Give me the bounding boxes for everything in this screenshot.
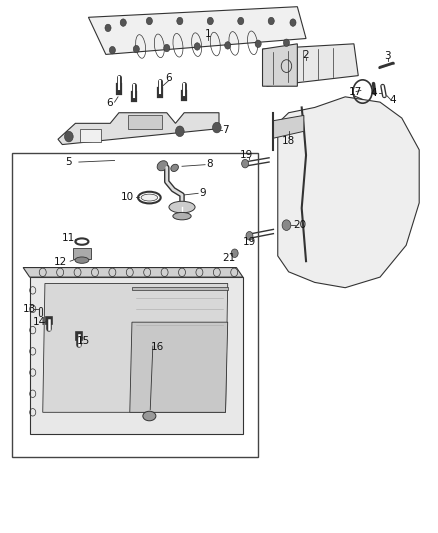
Ellipse shape [171,164,178,172]
Text: 20: 20 [293,220,306,230]
Text: 15: 15 [77,336,90,346]
Text: 10: 10 [121,191,134,201]
Ellipse shape [141,194,158,201]
Ellipse shape [157,161,168,171]
Polygon shape [262,44,297,86]
Ellipse shape [169,201,195,213]
Polygon shape [80,128,102,142]
Circle shape [268,17,274,25]
Polygon shape [262,44,358,86]
Text: 13: 13 [23,304,36,314]
Text: 3: 3 [385,51,391,61]
Text: 18: 18 [282,136,295,146]
Text: 17: 17 [349,86,362,96]
Circle shape [225,42,231,49]
Text: 2: 2 [303,51,309,60]
Polygon shape [23,268,243,277]
Circle shape [231,249,238,257]
Polygon shape [273,115,304,138]
Polygon shape [58,113,219,144]
Polygon shape [88,7,306,54]
Circle shape [146,17,152,25]
Text: 4: 4 [390,95,396,105]
Text: 19: 19 [243,237,256,247]
Circle shape [176,126,184,136]
Text: 8: 8 [206,159,213,169]
Text: 12: 12 [53,257,67,267]
Circle shape [255,40,261,47]
Circle shape [110,46,116,54]
Circle shape [194,43,200,50]
Text: 7: 7 [222,125,229,135]
Ellipse shape [143,411,156,421]
Circle shape [212,122,221,133]
Polygon shape [73,248,91,259]
Polygon shape [132,287,228,290]
Ellipse shape [75,257,89,263]
Circle shape [290,19,296,26]
Text: 6: 6 [166,73,172,83]
Circle shape [246,231,253,240]
Ellipse shape [173,213,191,220]
Text: 16: 16 [151,342,164,352]
Polygon shape [43,284,228,413]
Text: 11: 11 [62,233,75,243]
Circle shape [164,44,170,52]
Circle shape [133,45,139,53]
Text: 19: 19 [240,150,253,160]
Polygon shape [127,115,162,128]
Text: 6: 6 [106,98,113,108]
Circle shape [64,131,73,142]
Circle shape [120,19,126,26]
Circle shape [242,159,249,168]
Circle shape [105,24,111,31]
Text: 14: 14 [33,317,46,327]
Text: 1: 1 [205,29,212,39]
Circle shape [177,17,183,25]
Polygon shape [278,97,419,288]
Polygon shape [30,277,243,433]
Text: 9: 9 [199,188,206,198]
Text: 21: 21 [223,253,236,263]
Circle shape [282,220,291,230]
Circle shape [238,17,244,25]
Polygon shape [130,322,228,413]
Circle shape [207,17,213,25]
Circle shape [283,39,290,46]
Text: 4: 4 [370,88,377,98]
Text: 5: 5 [66,157,72,167]
